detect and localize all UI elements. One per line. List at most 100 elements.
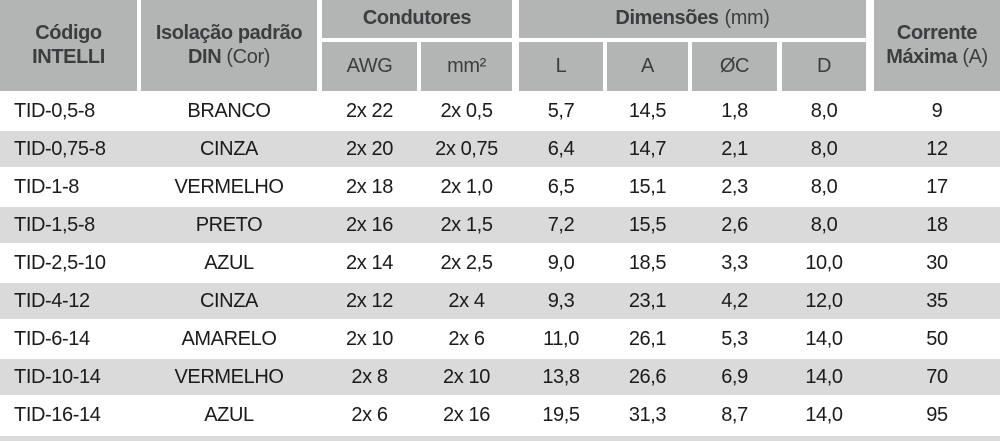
cell-dim-d: 14,0	[805, 403, 843, 426]
cell-dim-l: 6,4	[547, 137, 575, 160]
cell-dim-l: 9,3	[547, 289, 575, 312]
cell-awg: 2x 8	[351, 365, 388, 388]
cell-codigo: TID-16-14	[14, 403, 101, 426]
cell-codigo: TID-4-12	[14, 289, 90, 312]
cell-dim-oc: 4,2	[721, 289, 748, 312]
cell-dim-d: 8,0	[810, 99, 838, 122]
header-dim-d-label: D	[816, 54, 832, 77]
cell-cor: CINZA	[199, 289, 258, 312]
cell-mm2: 2x 4	[448, 289, 485, 312]
header-isolacao: Isolação padrão DIN (Cor)	[141, 0, 317, 91]
cell-dim-oc: 2,1	[721, 137, 748, 160]
cell-dim-d: 14,0	[805, 327, 843, 350]
cell-awg: 2x 6	[351, 403, 388, 426]
cell-cor: PRETO	[195, 213, 263, 236]
header-corrente-maxima: Corrente Máxima (A)	[874, 0, 1000, 91]
header-dim-a-label: A	[641, 54, 654, 77]
cell-mm2: 2x 0,75	[435, 137, 498, 160]
cell-dim-l: 19,5	[542, 403, 580, 426]
cell-corrente: 95	[926, 403, 948, 426]
cell-corrente: 50	[926, 327, 948, 350]
cell-dim-oc: 3,3	[721, 251, 748, 274]
cell-dim-l: 7,2	[547, 213, 575, 236]
header-condutores: Condutores	[322, 0, 512, 38]
cell-dim-a: 31,3	[628, 403, 667, 426]
cell-awg: 2x 10	[346, 327, 393, 350]
cell-awg: 2x 12	[346, 289, 393, 312]
cell-dim-a: 14,5	[628, 99, 667, 122]
cell-mm2: 2x 0,5	[440, 99, 493, 122]
header-dimensoes: Dimensões (mm)	[519, 0, 866, 38]
header-dim-oc: ØC	[692, 42, 777, 91]
cell-codigo: TID-0,75-8	[14, 137, 106, 160]
header-codigo-intelli: Código INTELLI	[0, 0, 137, 91]
cell-awg: 2x 16	[346, 213, 393, 236]
cell-dim-a: 15,5	[628, 213, 667, 236]
cell-dim-oc: 5,3	[721, 327, 748, 350]
cell-dim-l: 11,0	[543, 327, 579, 350]
header-isolacao-din: DIN	[188, 45, 222, 68]
table-row: TID-2,5-10 AZUL 2x 14 2x 2,5 9,0 18,5 3,…	[0, 244, 1000, 282]
cell-dim-l: 5,7	[547, 99, 575, 122]
header-dim-a: A	[607, 42, 688, 91]
cell-corrente: 18	[926, 213, 948, 236]
cell-cor: AMARELO	[181, 327, 277, 350]
cell-dim-a: 14,7	[628, 137, 667, 160]
cell-codigo: TID-6-14	[14, 327, 90, 350]
cell-dim-a: 26,1	[628, 327, 667, 350]
cell-dim-d: 14,0	[805, 365, 843, 388]
cell-mm2: 2x 6	[448, 327, 485, 350]
cell-corrente: 12	[926, 137, 948, 160]
header-dim-oc-label: ØC	[719, 54, 750, 77]
header-awg: AWG	[322, 42, 417, 91]
cell-dim-oc: 2,6	[721, 213, 748, 236]
cell-cor: AZUL	[204, 251, 254, 274]
cell-corrente: 35	[926, 289, 948, 312]
cell-awg: 2x 22	[346, 99, 393, 122]
table-row: TID-10-14 VERMELHO 2x 8 2x 10 13,8 26,6 …	[0, 358, 1000, 396]
header-dimensoes-label: Dimensões	[615, 7, 719, 30]
cell-mm2: 2x 1,5	[440, 213, 493, 236]
cell-corrente: 30	[926, 251, 948, 274]
header-awg-label: AWG	[346, 54, 393, 77]
cell-dim-d: 8,0	[810, 175, 838, 198]
table-row: TID-0,75-8 CINZA 2x 20 2x 0,75 6,4 14,7 …	[0, 130, 1000, 168]
cell-cor: BRANCO	[187, 99, 271, 122]
cell-corrente: 70	[926, 365, 948, 388]
cell-dim-a: 26,6	[628, 365, 667, 388]
cell-dim-l: 9,0	[547, 251, 575, 274]
cell-dim-d: 8,0	[810, 213, 838, 236]
cell-codigo: TID-1,5-8	[14, 213, 95, 236]
header-isolacao-line2: DIN (Cor)	[188, 46, 270, 70]
cell-dim-oc: 6,9	[721, 365, 748, 388]
cell-mm2: 2x 2,5	[440, 251, 493, 274]
header-codigo-line1: Código	[35, 21, 102, 44]
cell-dim-oc: 8,7	[721, 403, 748, 426]
cell-dim-l: 6,5	[547, 175, 575, 198]
cell-corrente: 9	[931, 99, 943, 122]
header-codigo-line2: INTELLI	[32, 45, 105, 68]
table-row: TID-1,5-8 PRETO 2x 16 2x 1,5 7,2 15,5 2,…	[0, 206, 1000, 244]
cell-dim-l: 13,8	[542, 365, 580, 388]
cell-cor: AZUL	[204, 403, 254, 426]
table-row: TID-16-14 AZUL 2x 6 2x 16 19,5 31,3 8,7 …	[0, 396, 1000, 434]
cell-mm2: 2x 1,0	[440, 175, 493, 198]
cell-codigo: TID-1-8	[14, 175, 79, 198]
cell-dim-d: 12,0	[805, 289, 843, 312]
cell-dim-d: 8,0	[810, 137, 838, 160]
header-mm2: mm²	[421, 42, 512, 91]
header-isolacao-line1: Isolação padrão	[155, 21, 303, 44]
header-corrente-unit: (A)	[962, 45, 988, 68]
cell-codigo: TID-10-14	[14, 365, 101, 388]
cell-awg: 2x 18	[346, 175, 393, 198]
cell-dim-a: 18,5	[628, 251, 667, 274]
cell-dim-oc: 2,3	[721, 175, 748, 198]
header-corrente-line1: Corrente	[896, 21, 978, 44]
table-row: TID-1-8 VERMELHO 2x 18 2x 1,0 6,5 15,1 2…	[0, 168, 1000, 206]
cell-cor: VERMELHO	[174, 175, 284, 198]
table-row: TID-0,5-8 BRANCO 2x 22 2x 0,5 5,7 14,5 1…	[0, 92, 1000, 130]
header-condutores-label: Condutores	[362, 7, 472, 30]
table-row: TID-4-12 CINZA 2x 12 2x 4 9,3 23,1 4,2 1…	[0, 282, 1000, 320]
header-mm2-label: mm²	[447, 54, 486, 77]
cell-cor: VERMELHO	[174, 365, 284, 388]
